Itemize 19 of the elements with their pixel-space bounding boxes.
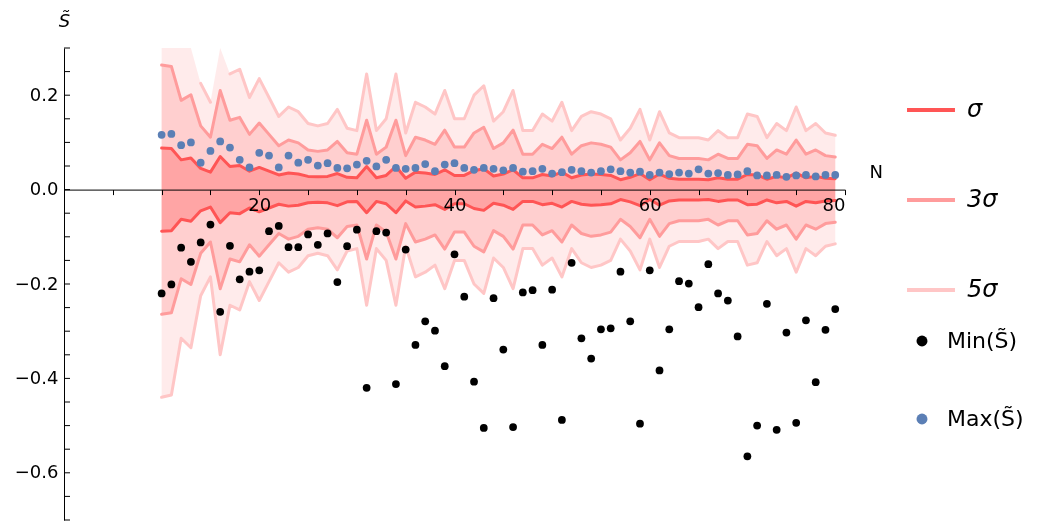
x-tick-label: 40 [443, 194, 467, 216]
line-series [160, 63, 837, 162]
y-tick-label: 0.2 [29, 83, 59, 105]
legend-label: Max(S̃) [947, 405, 1024, 431]
y-tick-label: −0.2 [14, 272, 59, 294]
x-axis-title: N [869, 161, 883, 183]
legend-label: 5σ [967, 275, 999, 303]
x-tick-label: 20 [248, 194, 272, 216]
y-axis-title: S̃ [58, 9, 71, 31]
legend-label: Min(S̃) [947, 327, 1018, 353]
y-tick-label: −0.4 [14, 366, 59, 388]
x-tick-label: 80 [822, 194, 846, 216]
legend-label: 3σ [967, 185, 999, 213]
y-tick-label: 0.0 [29, 178, 59, 200]
line-series [160, 217, 837, 316]
legend-label: σ [967, 95, 983, 123]
line-series [160, 237, 837, 399]
y-tick-label: −0.6 [14, 461, 59, 483]
x-tick-label: 60 [638, 194, 662, 216]
